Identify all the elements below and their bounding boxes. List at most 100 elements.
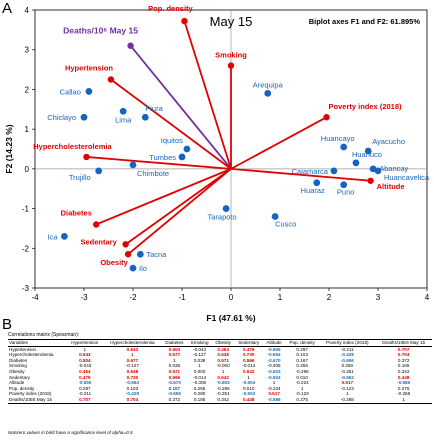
table-row-label: Poverty index (2018): [9, 391, 52, 397]
table-cell: -0.504: [242, 380, 256, 386]
observation-point: [85, 88, 93, 95]
table-cell: -0.305: [267, 363, 281, 369]
table-cell: -0.654: [125, 380, 139, 386]
variable-arrow-head: [181, 17, 188, 25]
table-header-cell: Variables: [8, 339, 67, 347]
table-row-label: Obesity: [9, 368, 25, 374]
table-cell: 0.038: [168, 363, 181, 369]
table-cell: 0.643: [126, 346, 139, 352]
observation-point: [178, 153, 186, 161]
y-tick-label: 3: [25, 46, 30, 55]
table-cell: -0.670: [267, 357, 281, 363]
variable-vector: [127, 168, 232, 255]
variable-vector: [129, 45, 232, 170]
table-cell: 0.255: [296, 363, 308, 369]
table-header-cell: Altitude: [263, 339, 285, 347]
observation-label: Ilo: [139, 264, 147, 273]
table-cell: -0.043: [78, 363, 92, 369]
table-cell: 0.448: [234, 396, 264, 404]
table-cell: -0.127: [193, 352, 207, 358]
variable-arrow-head: [107, 76, 115, 83]
chart-title: May 15: [210, 14, 253, 29]
variable-vector: [95, 168, 232, 226]
observation-point: [222, 205, 230, 212]
table-cell: -0.211: [341, 346, 354, 352]
table-cell: -0.670: [167, 380, 181, 386]
table-cell: 0.517: [268, 391, 280, 397]
x-tick-label: 2: [327, 293, 332, 302]
variable-label: Obesity: [100, 258, 128, 267]
table-cell: 1: [300, 385, 304, 391]
table-cell: -0.603: [216, 380, 230, 386]
table-cell: 0.677: [168, 352, 181, 358]
observation-point: [136, 250, 144, 258]
variable-label: Hypercholesterolemia: [33, 142, 112, 151]
table-cell: 0.504: [168, 346, 181, 352]
variable-label: Hypertension: [65, 64, 113, 73]
observation-label: Huancavelica: [384, 173, 430, 182]
observation-point: [271, 213, 279, 220]
table-cell: -0.504: [267, 374, 281, 380]
observation-label: Piura: [145, 104, 163, 113]
table-cell: -0.655: [267, 346, 281, 352]
table-cell: 0.297: [296, 346, 308, 352]
observation-point: [264, 90, 272, 97]
observation-label: Lima: [115, 115, 132, 124]
table-cell: -0.127: [125, 363, 139, 369]
observation-point: [183, 145, 191, 153]
table-cell: 0.596: [242, 357, 255, 363]
table-caption: Correlations matrix (Spearman):: [8, 332, 80, 338]
observation-point: [364, 147, 372, 155]
table-cell: 1: [173, 357, 176, 363]
table-cell: 0.730: [126, 374, 139, 380]
table-header-cell: Smoking: [187, 339, 213, 347]
table-row: Deaths/10E6 May 15 0.707 0.704 0.372 0.185 0.…: [8, 396, 432, 404]
table-cell: -0.123: [295, 391, 309, 397]
x-tick-label: -2: [129, 293, 137, 302]
observation-point: [61, 232, 68, 240]
panel-a-label: A: [2, 0, 13, 17]
y-axis-title: F2 (14.23 %): [4, 124, 14, 173]
table-cell: 1: [272, 380, 276, 386]
table-cell: 0.255: [193, 385, 206, 391]
observation-label: Iquitos: [161, 136, 183, 145]
observation-label: Arequipa: [253, 80, 284, 89]
table-cell: 1: [131, 352, 134, 358]
observation-point: [129, 161, 137, 169]
x-tick-label: -4: [31, 293, 39, 302]
table-cell: -0.286: [295, 368, 309, 374]
observation-point: [95, 167, 103, 175]
observation-label: Cusco: [275, 220, 296, 229]
variable-vector: [86, 156, 232, 170]
table-cell: 0.479: [79, 374, 91, 380]
table-row: Poverty index (2018) -0.211 -0.428 -0.656 0.…: [8, 391, 432, 397]
variable-label: Pop. density: [148, 4, 193, 13]
table-cell: 0.504: [79, 357, 91, 363]
table-cell: 0.280: [341, 363, 354, 369]
table-cell: -0.305: [193, 380, 207, 386]
table-cell: -0.428: [125, 391, 139, 397]
observation-label: Ayacucho: [372, 137, 405, 146]
chart-subtitle: Biplot axes F1 and F2: 61.895%: [309, 17, 421, 26]
variable-arrow-head: [124, 251, 132, 258]
table-cell: 0.730: [242, 352, 255, 358]
table-cell: 0.648: [217, 352, 229, 358]
table-cell: 0.185: [397, 363, 410, 369]
table-cell: -0.603: [267, 368, 281, 374]
y-tick-label: -3: [22, 284, 30, 293]
table-cell: -0.586: [397, 380, 411, 386]
observation-label: Abancay: [379, 164, 408, 173]
variable-arrow-head: [122, 241, 129, 248]
table-row-label: Deaths/10E6 May 15: [8, 396, 67, 404]
table-cell: 0.643: [79, 352, 91, 358]
observation-point: [340, 143, 348, 151]
correlation-panel: B Correlations matrix (Spearman): Variab…: [0, 316, 434, 440]
x-tick-label: 3: [376, 293, 381, 302]
observation-label: Huaraz: [301, 186, 325, 195]
observation-point: [340, 181, 348, 189]
y-tick-label: -2: [22, 244, 30, 253]
table-row: Pop. density 0.297 0.103 0.167 0.255 -0.286 0.…: [8, 386, 432, 392]
table-cell: -0.268: [319, 396, 376, 404]
table-cell: -0.224: [267, 385, 281, 391]
table-cell: 0.642: [217, 374, 229, 380]
